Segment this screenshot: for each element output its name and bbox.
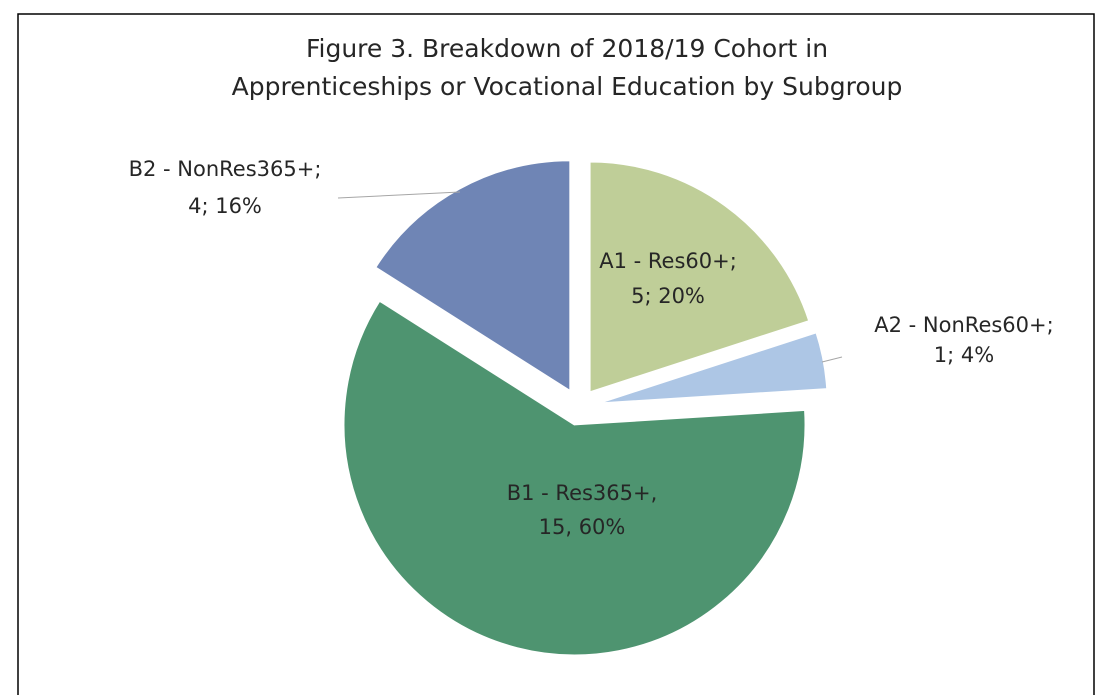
- pie-slice: [596, 330, 829, 405]
- category-label: B2 - NonRes365+;: [129, 157, 322, 181]
- chart-frame: [17, 13, 1095, 695]
- chart-title: Apprenticeships or Vocational Education …: [232, 72, 903, 101]
- data-label: 15, 60%: [539, 515, 626, 539]
- pie-slice: [342, 299, 807, 657]
- chart-title: Figure 3. Breakdown of 2018/19 Cohort in: [306, 34, 828, 63]
- category-label: B1 - Res365+,: [507, 481, 658, 505]
- pie-slice: [373, 159, 572, 394]
- data-label: 4; 16%: [188, 194, 262, 218]
- leader-line: [337, 191, 461, 199]
- leader-line: [821, 356, 843, 363]
- category-label: A2 - NonRes60+;: [874, 313, 1053, 337]
- category-label: A1 - Res60+;: [599, 249, 737, 273]
- data-label: 5; 20%: [631, 284, 705, 308]
- pie-slice: [588, 160, 811, 394]
- data-label: 1; 4%: [934, 343, 994, 367]
